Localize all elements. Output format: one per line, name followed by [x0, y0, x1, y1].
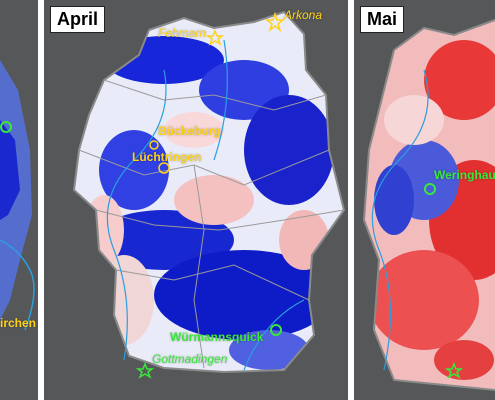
place-label: Bückeburg — [158, 124, 221, 138]
place-label: Würmannsquick — [170, 330, 264, 344]
rivers — [106, 39, 305, 371]
germany-border — [72, 10, 346, 374]
place-label: Lüchtringen — [132, 150, 202, 164]
map-mai-svg — [362, 19, 495, 391]
map-panel-april: April Fehmarn Arkona Bückeburg Lüchtring… — [44, 0, 348, 400]
map-left-svg — [0, 60, 35, 331]
blue-patch-left — [0, 120, 20, 220]
map-panel-left: irchen — [0, 0, 38, 400]
circle-marker-icon — [0, 121, 12, 133]
star-icon — [135, 361, 155, 379]
circle-marker-icon — [158, 162, 170, 174]
star-icon — [264, 11, 286, 33]
place-label: Arkona — [284, 8, 323, 22]
state-borders — [78, 79, 345, 369]
map-panel-mai: Mai Weringhau — [354, 0, 495, 400]
circle-marker-icon — [424, 183, 436, 195]
month-label: April — [50, 6, 106, 33]
month-label: Mai — [360, 6, 405, 33]
place-label: Weringhau — [434, 168, 495, 182]
rivers-mai — [371, 69, 429, 371]
star-icon — [205, 28, 225, 46]
site-markers — [135, 11, 286, 379]
place-label: Gottmadingen — [152, 352, 228, 366]
circle-marker-icon — [149, 140, 159, 150]
star-icon — [444, 361, 464, 379]
river-line-left — [0, 239, 35, 331]
map-april-svg — [44, 0, 348, 400]
place-label: Fehmarn — [158, 26, 207, 40]
germany-border-mai — [362, 19, 495, 391]
place-label: irchen — [0, 316, 37, 330]
anomaly-field — [74, 12, 344, 372]
circle-marker-icon — [270, 324, 282, 336]
